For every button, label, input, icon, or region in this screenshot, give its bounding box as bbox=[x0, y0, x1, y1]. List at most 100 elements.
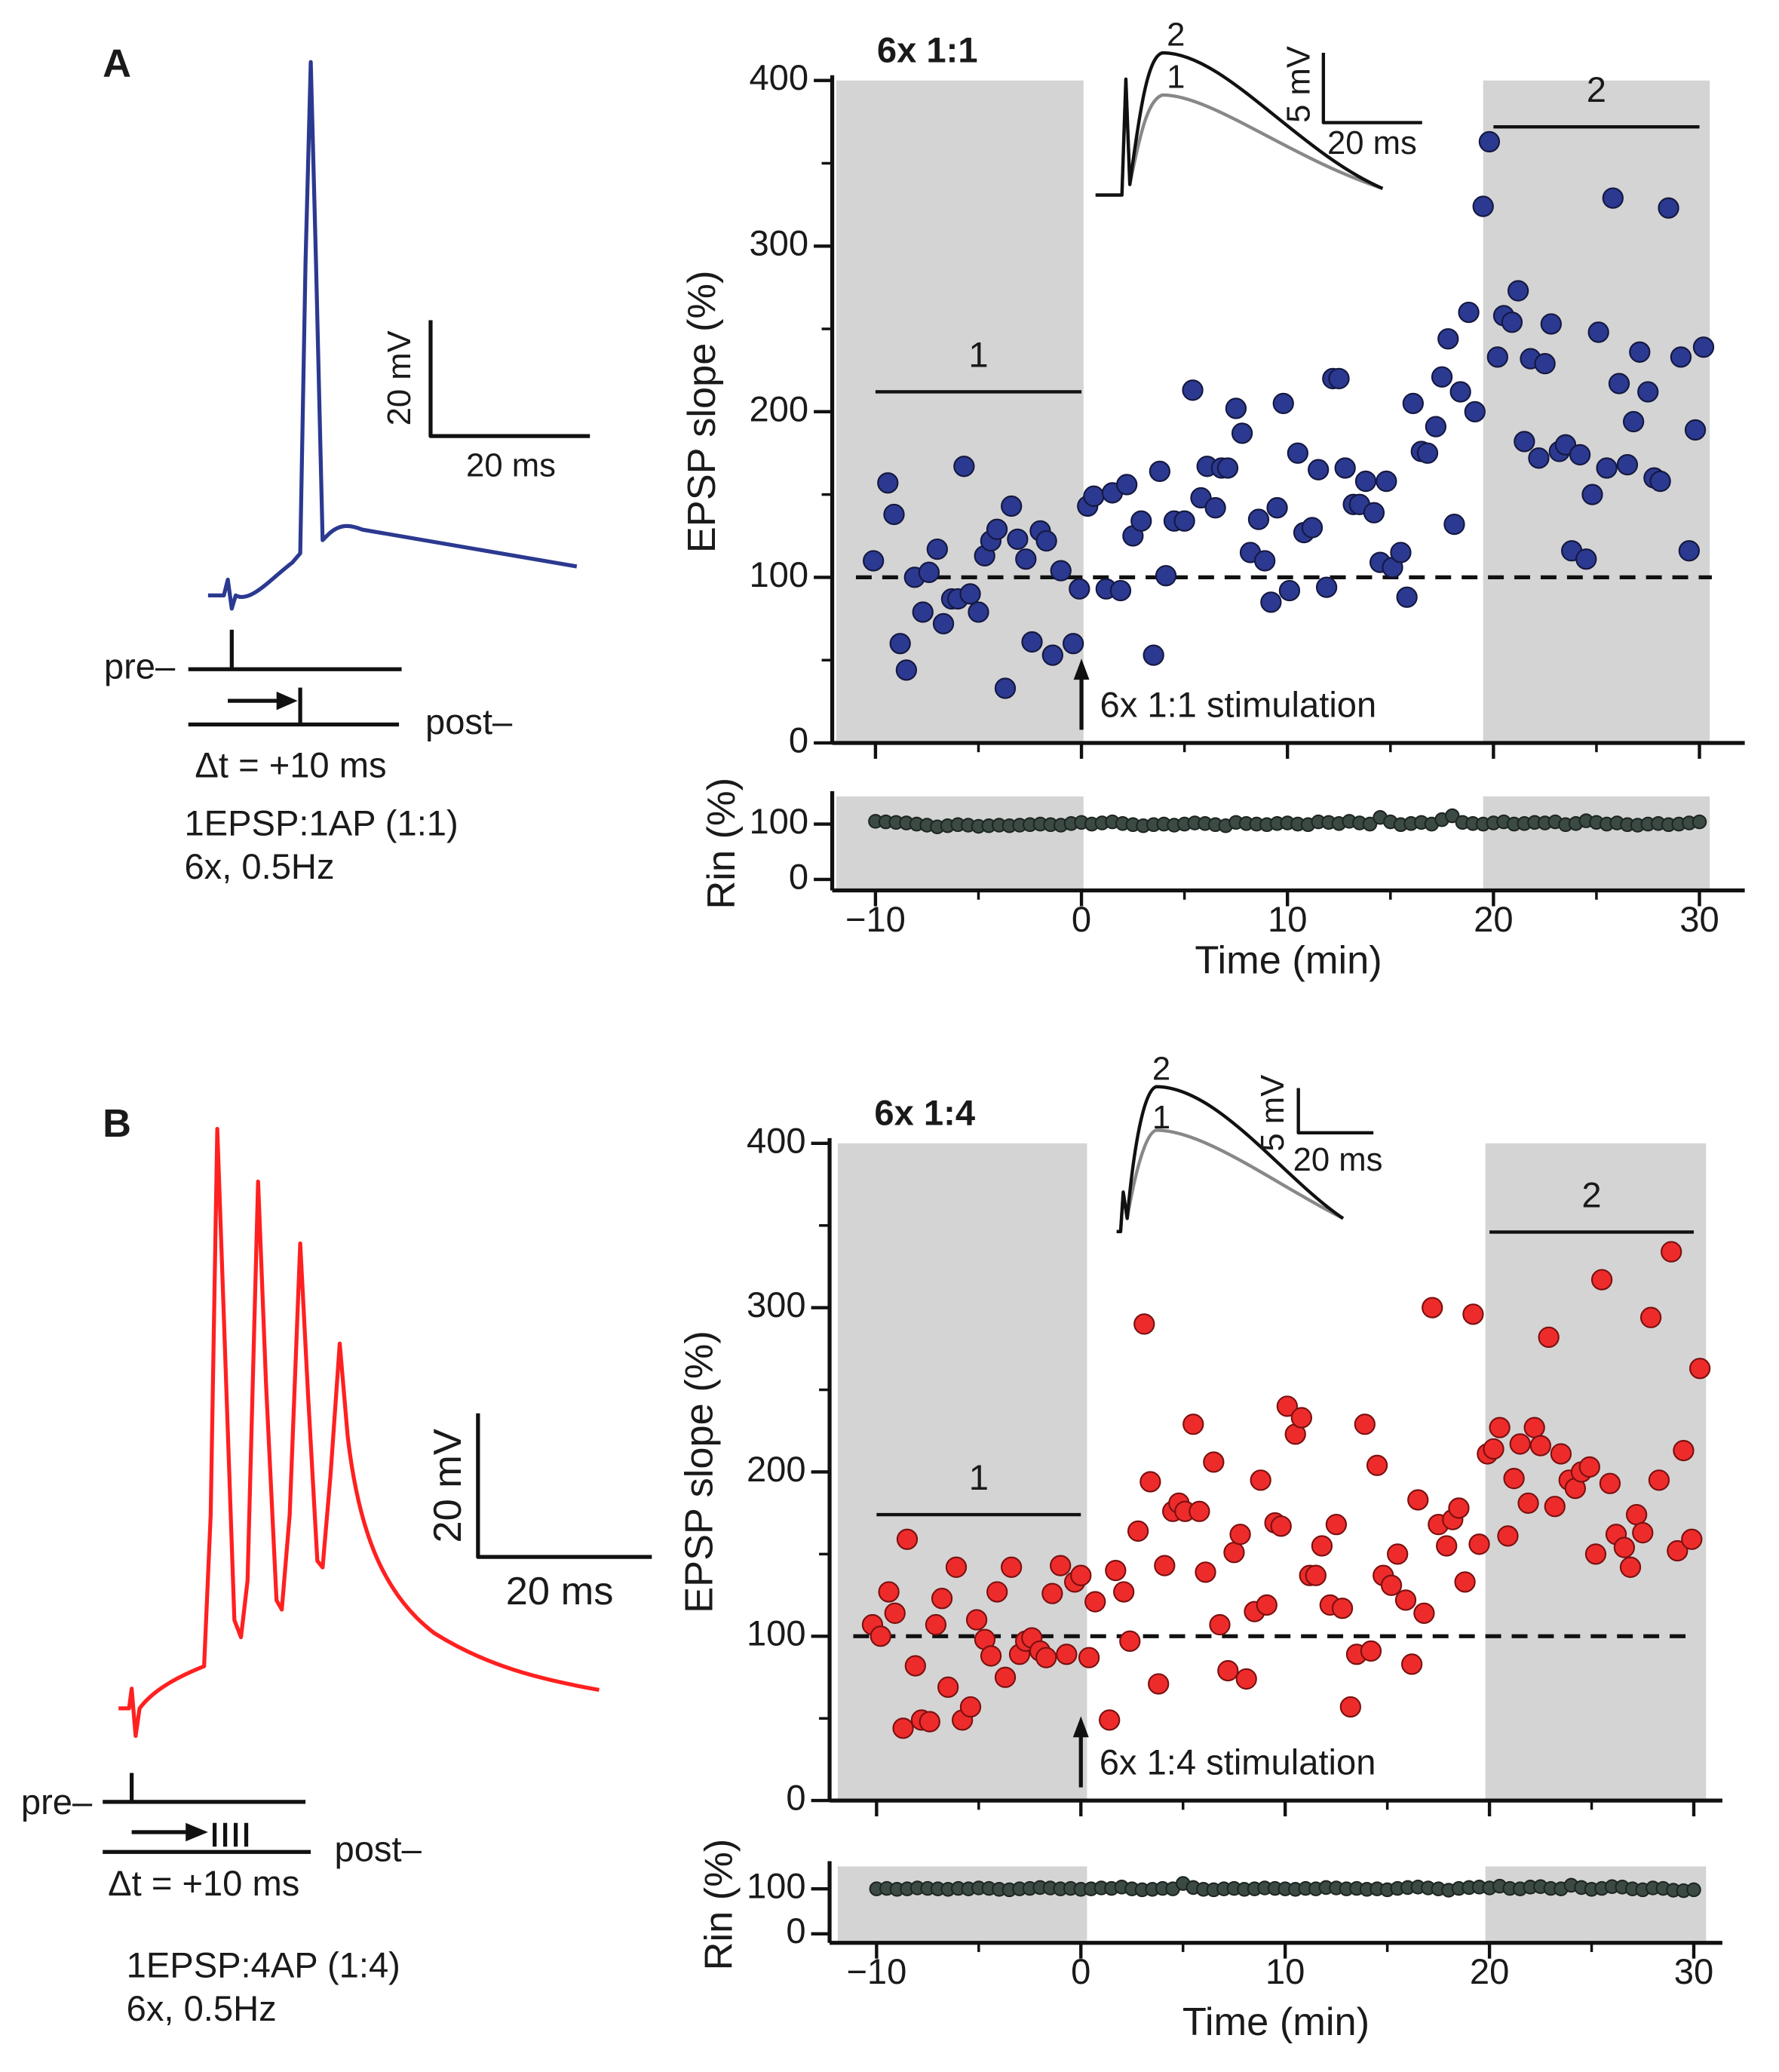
point bbox=[1189, 1500, 1210, 1522]
protocol-label: Δt = +10 ms bbox=[108, 1863, 299, 1903]
point bbox=[1062, 633, 1084, 655]
point bbox=[945, 1556, 968, 1578]
chart: 0 100 −10 0 10 20 30 Rin (%) Time (min) bbox=[700, 778, 1745, 982]
inset-label: 5 mV bbox=[1281, 46, 1317, 123]
scale-bar bbox=[428, 320, 590, 438]
point bbox=[1035, 530, 1057, 552]
point bbox=[1331, 1598, 1354, 1619]
panel-label: B bbox=[103, 1102, 131, 1146]
point bbox=[1139, 1471, 1161, 1493]
point bbox=[1083, 485, 1105, 507]
point bbox=[1007, 528, 1029, 551]
point bbox=[1363, 502, 1385, 523]
traces bbox=[103, 51, 1422, 1854]
scale-bar bbox=[1321, 53, 1422, 124]
y-tick-label: 300 bbox=[749, 223, 808, 263]
point bbox=[877, 472, 899, 494]
point bbox=[1413, 1602, 1435, 1624]
point bbox=[925, 1613, 947, 1636]
inset-trace bbox=[1116, 1128, 1345, 1233]
point bbox=[980, 1645, 1002, 1667]
y-tick-label: 0 bbox=[786, 1911, 805, 1951]
scale-bar bbox=[476, 1413, 652, 1559]
y-tick-label: 100 bbox=[747, 1866, 806, 1906]
point bbox=[1422, 1297, 1443, 1318]
x-tick-label: 30 bbox=[1679, 899, 1719, 939]
point bbox=[1143, 644, 1164, 666]
point bbox=[926, 538, 948, 560]
trace-b bbox=[118, 1126, 600, 1739]
point bbox=[1486, 346, 1508, 368]
point bbox=[994, 1666, 1017, 1688]
point bbox=[1360, 1640, 1382, 1662]
shaded-region bbox=[1483, 80, 1710, 743]
point bbox=[1649, 470, 1671, 493]
point bbox=[1270, 1515, 1292, 1537]
point bbox=[1684, 419, 1707, 441]
protocol-label: post– bbox=[425, 701, 513, 741]
point bbox=[1001, 1556, 1023, 1578]
point bbox=[1678, 540, 1700, 562]
x-tick-label: 0 bbox=[1071, 1951, 1090, 1991]
point bbox=[878, 1581, 900, 1603]
point bbox=[1454, 1571, 1476, 1593]
point bbox=[1554, 434, 1577, 456]
shaded-region bbox=[836, 796, 1084, 891]
period-label: 2 bbox=[1587, 69, 1606, 109]
point bbox=[986, 1581, 1008, 1603]
point bbox=[1148, 1673, 1170, 1695]
point bbox=[1254, 550, 1276, 572]
point bbox=[1616, 453, 1639, 476]
point bbox=[1235, 1668, 1257, 1690]
x-tick-label: −10 bbox=[845, 899, 906, 939]
protocol-label: pre– bbox=[104, 646, 176, 686]
point bbox=[1339, 1696, 1362, 1718]
point bbox=[1328, 367, 1350, 390]
point bbox=[1155, 565, 1177, 587]
point bbox=[1021, 631, 1043, 653]
y-axis-label: EPSP slope (%) bbox=[680, 271, 724, 554]
point bbox=[895, 659, 918, 681]
point bbox=[1667, 1539, 1689, 1562]
point bbox=[1182, 1414, 1204, 1435]
point bbox=[1581, 483, 1603, 505]
point bbox=[1394, 1589, 1417, 1611]
point bbox=[1380, 1574, 1403, 1596]
point bbox=[1692, 814, 1707, 830]
point bbox=[1637, 381, 1659, 403]
point bbox=[919, 1711, 940, 1733]
point bbox=[1204, 497, 1226, 519]
point bbox=[1578, 1456, 1600, 1478]
point bbox=[1229, 1524, 1251, 1546]
point bbox=[1354, 1414, 1376, 1435]
protocol bbox=[188, 629, 402, 727]
y-tick-label: 100 bbox=[749, 554, 808, 594]
point bbox=[1105, 1560, 1127, 1582]
point bbox=[1407, 1489, 1429, 1511]
point bbox=[1287, 442, 1309, 464]
protocol-label: 6x, 0.5Hz bbox=[127, 1988, 277, 2028]
point bbox=[1366, 1454, 1388, 1476]
point bbox=[1133, 1313, 1155, 1335]
y-axis-label: EPSP slope (%) bbox=[678, 1331, 722, 1613]
shaded-region bbox=[837, 1143, 1087, 1801]
x-tick-label: 20 bbox=[1474, 899, 1513, 939]
point bbox=[1278, 579, 1301, 602]
point bbox=[1225, 398, 1247, 419]
point bbox=[1575, 548, 1597, 570]
point bbox=[1673, 1440, 1695, 1462]
protocol-label: 1EPSP:4AP (1:4) bbox=[127, 1945, 400, 1985]
y-tick-label: 0 bbox=[789, 856, 808, 896]
shaded-region bbox=[1483, 796, 1710, 891]
point bbox=[1584, 1543, 1607, 1565]
point bbox=[1260, 591, 1282, 613]
point bbox=[1436, 1535, 1458, 1557]
point bbox=[863, 550, 885, 572]
point bbox=[1084, 1591, 1106, 1613]
point bbox=[1464, 401, 1486, 422]
point bbox=[1041, 644, 1063, 666]
arrow-head bbox=[1072, 1716, 1089, 1738]
point bbox=[1517, 1492, 1539, 1514]
point bbox=[1648, 1469, 1670, 1491]
chart: 0 100 −10 0 10 20 30 Rin (%) Time (min) bbox=[698, 1839, 1722, 2044]
